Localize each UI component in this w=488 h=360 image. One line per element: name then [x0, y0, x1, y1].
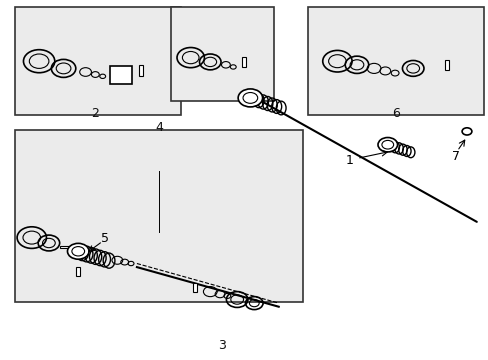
- Circle shape: [67, 243, 89, 259]
- Bar: [15, 7, 181, 115]
- Bar: [76, 267, 80, 276]
- Text: 4: 4: [155, 121, 163, 134]
- Bar: [110, 66, 132, 84]
- Circle shape: [243, 93, 257, 103]
- Text: 6: 6: [391, 107, 399, 120]
- Text: 1: 1: [345, 154, 353, 167]
- Text: 7: 7: [451, 150, 459, 163]
- Circle shape: [238, 89, 262, 107]
- Circle shape: [377, 138, 397, 152]
- Bar: [444, 60, 448, 70]
- Bar: [193, 283, 197, 292]
- Text: 3: 3: [218, 339, 226, 352]
- Bar: [60, 246, 74, 248]
- Text: 2: 2: [91, 107, 99, 120]
- Bar: [139, 65, 143, 76]
- Text: 5: 5: [101, 232, 109, 245]
- Circle shape: [72, 247, 84, 256]
- Bar: [307, 7, 483, 115]
- Circle shape: [381, 140, 393, 149]
- Bar: [242, 57, 245, 67]
- Bar: [15, 130, 303, 302]
- Bar: [171, 7, 273, 101]
